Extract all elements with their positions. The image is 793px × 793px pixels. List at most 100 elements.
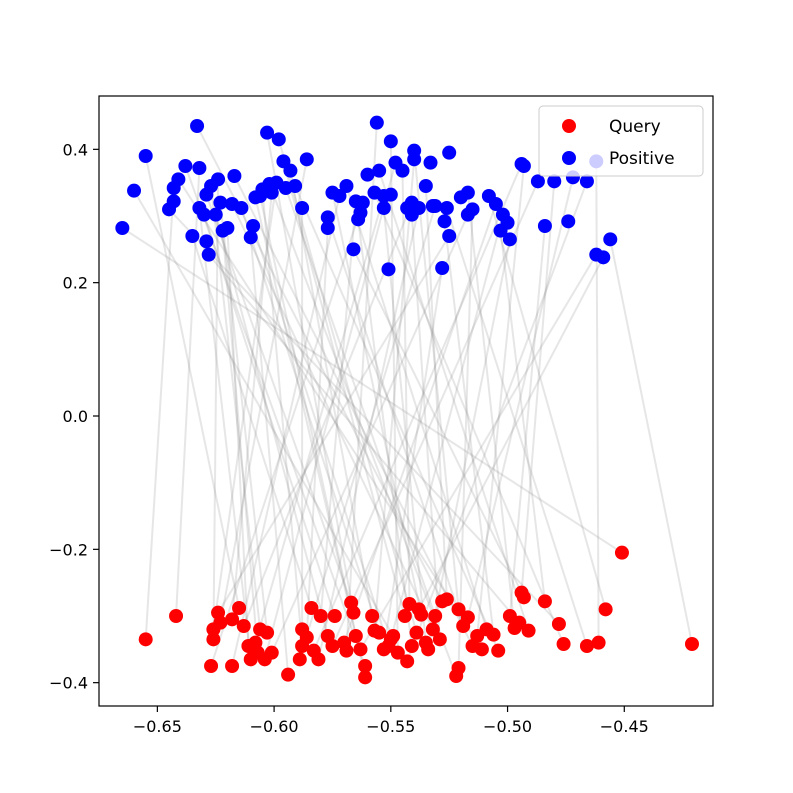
pair-line [221,230,259,653]
positive-point [227,169,242,183]
positive-point [603,232,618,247]
positive-point [460,185,475,200]
positive-point [320,221,335,235]
pair-line [520,181,556,593]
pair-line [219,159,308,623]
positive-point [423,155,438,170]
pair-line [443,221,495,635]
positive-point [355,195,370,210]
positive-point [185,229,200,243]
positive-point [190,119,205,133]
query-point [236,619,251,633]
query-point [404,639,419,653]
query-point [409,625,424,640]
query-point [358,670,373,685]
pair-line [254,195,385,643]
query-point [684,637,699,651]
pair-line [508,225,546,617]
pair-line [305,227,329,638]
positive-point [502,232,517,247]
query-point [325,639,340,653]
query-point [486,627,501,642]
pair-line [261,189,304,647]
query-point [512,615,527,630]
pair-line [212,182,278,630]
query-point [432,632,447,647]
positive-point [596,250,611,265]
query-point [138,632,153,647]
y-tick-label: 0.0 [63,407,88,426]
pair-line [231,203,434,630]
positive-point [437,214,452,229]
pair-line [382,207,427,643]
pair-line [226,227,250,647]
positive-point [360,167,375,182]
pair-line [231,195,341,667]
pair-line [343,203,497,643]
pair-line [427,239,511,650]
positive-point [295,201,310,215]
query-point [400,654,415,669]
pair-line [312,163,523,652]
positive-point [530,174,545,189]
query-point [460,610,475,625]
pair-line [331,192,423,615]
query-point [428,609,443,623]
query-point [264,645,279,660]
pair-line [289,170,374,617]
pair-line [144,187,175,640]
pair-lines [121,122,693,678]
pair-line [198,207,252,660]
query-point [213,615,228,630]
query-point [339,643,354,658]
query-point [491,643,506,658]
query-point [474,642,489,657]
query-point [598,602,613,617]
positive-point [547,174,562,189]
y-tick-label: 0.2 [63,274,88,293]
positive-point [372,163,387,178]
positive-point [234,201,249,215]
positive-point [500,215,515,230]
pair-line [317,207,420,660]
query-point [516,590,531,605]
query-point [439,592,454,607]
pair-line [121,227,623,554]
pair-line [389,214,504,640]
query-point [614,545,629,560]
y-tick-label: −0.2 [49,540,88,559]
positive-point [320,210,335,225]
positive-point [339,179,354,193]
pair-line [378,170,530,631]
query-point [451,661,466,675]
positive-point [418,179,433,193]
pair-line [254,197,357,637]
pair-line [270,214,469,654]
pair-line [445,207,588,647]
pair-line [345,122,378,651]
positive-point [171,172,186,187]
query-point [281,667,296,682]
legend-positive-label: Positive [609,149,675,169]
y-axis-ticks: −0.4 −0.2 0.0 0.2 0.4 [49,140,99,693]
pair-line [144,155,241,609]
query-point [537,594,552,609]
positive-point [283,163,298,178]
positive-point [288,179,303,193]
legend-query-marker [562,119,576,133]
query-point [169,609,184,623]
query-point [591,635,606,650]
pair-line [240,207,381,633]
positive-point [192,161,207,175]
pair-line [219,202,269,633]
query-point [358,659,373,673]
pair-line [595,161,600,643]
legend: Query Positive [538,105,704,177]
query-point [313,609,328,623]
query-point [372,625,387,640]
positive-point [435,261,450,275]
positive-point [383,134,398,149]
positive-point [127,183,142,198]
positive-point [407,152,422,167]
